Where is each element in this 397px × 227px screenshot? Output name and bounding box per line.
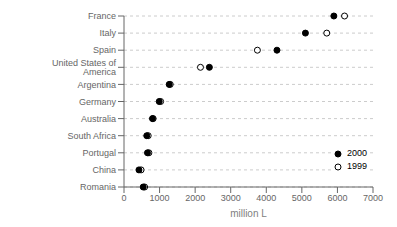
svg-text:0: 0 bbox=[121, 193, 126, 203]
svg-text:United States ofAmerica: United States ofAmerica bbox=[52, 58, 117, 77]
svg-text:2000: 2000 bbox=[185, 193, 205, 203]
svg-text:France: France bbox=[88, 11, 116, 21]
svg-text:Spain: Spain bbox=[93, 45, 116, 55]
svg-text:South Africa: South Africa bbox=[67, 131, 116, 141]
svg-text:1000: 1000 bbox=[150, 193, 170, 203]
svg-text:Germany: Germany bbox=[79, 97, 117, 107]
svg-text:6000: 6000 bbox=[327, 193, 347, 203]
html-text:2000: 2000 bbox=[347, 148, 367, 158]
svg-text:Portugal: Portugal bbox=[82, 148, 116, 158]
svg-text:Argentina: Argentina bbox=[77, 80, 116, 90]
svg-text:5000: 5000 bbox=[292, 193, 312, 203]
svg-text:China: China bbox=[92, 165, 116, 175]
svg-text:7000: 7000 bbox=[363, 193, 383, 203]
svg-text:Romania: Romania bbox=[80, 182, 116, 192]
svg-text:3000: 3000 bbox=[221, 193, 241, 203]
svg-text:Italy: Italy bbox=[99, 28, 116, 38]
svg-text:4000: 4000 bbox=[256, 193, 276, 203]
html-text:1999: 1999 bbox=[347, 161, 367, 171]
svg-text:Australia: Australia bbox=[81, 114, 116, 124]
svg-text:million L: million L bbox=[230, 208, 267, 219]
